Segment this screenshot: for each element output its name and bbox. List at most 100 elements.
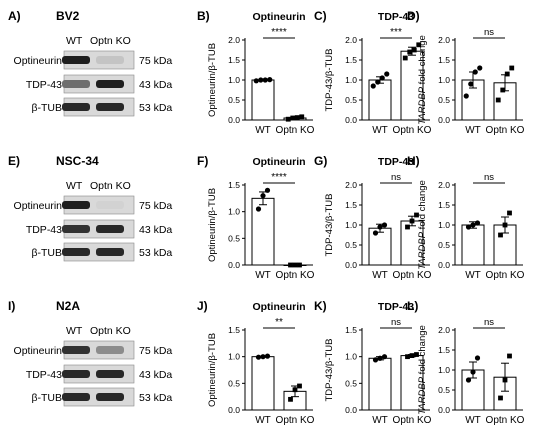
significance-label: *** — [390, 27, 402, 38]
bar-wt — [368, 227, 392, 266]
y-tick-label: 1.0 — [228, 207, 240, 217]
data-point-optn-ko — [288, 262, 293, 268]
y-tick-label: 1.0 — [345, 75, 357, 85]
x-tick-label: Optn KO — [486, 125, 525, 136]
blot-row-3: β-TUB 53 kDa — [31, 242, 172, 262]
blot-band — [62, 201, 90, 209]
blot-panel-n2a: I) N2A WT Optn KO Optineurin 75 kDa TDP-43 43 k… — [8, 299, 172, 407]
bar-wt — [251, 197, 275, 266]
blot-band — [96, 56, 124, 64]
data-point-wt — [255, 206, 262, 212]
chart-title: Optineurin — [252, 156, 305, 168]
blot-band — [62, 225, 90, 233]
data-point-wt — [377, 355, 383, 361]
protein-label: TDP-43 — [26, 369, 62, 381]
data-point-wt — [384, 71, 390, 77]
protein-label: β-TUB — [31, 247, 62, 259]
y-tick-label: 0.5 — [438, 95, 450, 105]
lane-label-ko: Optn KO — [90, 325, 131, 337]
data-point-wt — [255, 354, 262, 360]
data-point-wt — [465, 224, 472, 230]
data-point-optn-ko — [504, 71, 510, 77]
lane-label-wt: WT — [66, 35, 83, 47]
data-point-optn-ko — [502, 222, 508, 228]
y-tick-label: 0.0 — [438, 405, 450, 415]
data-point-optn-ko — [292, 387, 298, 393]
chart-f: F) Optineurin Optineurin/β-TUB 0.0 0.5 1.0 1.5… — [197, 154, 315, 281]
bar-wt — [461, 224, 485, 266]
lane-label-wt: WT — [66, 180, 83, 192]
x-tick-label: Optn KO — [393, 125, 432, 136]
protein-label: Optineurin — [14, 200, 63, 212]
molecular-weight-label: 53 kDa — [139, 247, 172, 259]
data-point-optn-ko — [507, 353, 512, 359]
data-point-optn-ko — [290, 115, 296, 121]
y-tick-label: 0.0 — [345, 405, 357, 415]
molecular-weight-label: 75 kDa — [139, 345, 172, 357]
data-point-wt — [477, 65, 483, 71]
y-tick-label: 0.5 — [228, 378, 240, 388]
blot-row-2: TDP-43 43 kDa — [26, 74, 172, 94]
blot-band — [96, 393, 124, 401]
x-tick-label: WT — [255, 125, 271, 136]
data-point-wt — [381, 354, 388, 360]
chart-title: TDP-43 — [378, 156, 414, 168]
panel-letter: H) — [407, 154, 420, 168]
blot-band — [96, 370, 124, 378]
figure-row-2: E) NSC-34 WT Optn KO Optineurin 75 kDa TDP-43 4… — [8, 154, 525, 281]
significance-label: ns — [391, 317, 401, 328]
blot-band — [62, 346, 90, 354]
bar-wt — [368, 357, 392, 411]
cell-line-label: N2A — [56, 299, 80, 313]
blot-band — [62, 248, 90, 256]
panel-letter: F) — [197, 154, 208, 168]
figure-row-1: A) BV2 WT Optn KO Optineurin 75 kDa TDP-43 43 k… — [8, 9, 525, 136]
data-point-wt — [372, 357, 379, 363]
molecular-weight-label: 53 kDa — [139, 392, 172, 404]
x-tick-label: WT — [465, 125, 481, 136]
data-point-wt — [260, 354, 266, 360]
data-point-optn-ko — [416, 42, 422, 48]
data-point-wt — [267, 77, 273, 83]
x-tick-label: WT — [372, 415, 388, 426]
data-point-optn-ko — [297, 262, 302, 268]
y-tick-label: 2.0 — [438, 180, 450, 190]
data-point-wt — [375, 79, 381, 85]
data-point-wt — [470, 222, 476, 228]
y-tick-label: 1.0 — [345, 220, 357, 230]
y-tick-label: 0.5 — [345, 95, 357, 105]
lane-label-ko: Optn KO — [90, 35, 131, 47]
data-point-wt — [370, 83, 376, 89]
data-point-optn-ko — [414, 352, 419, 357]
panel-letter: I) — [8, 299, 15, 313]
y-tick-label: 1.0 — [438, 75, 450, 85]
blot-band — [62, 56, 90, 64]
blot-row-1: Optineurin 75 kDa — [14, 340, 172, 360]
significance-label: ns — [484, 27, 494, 38]
panel-letter: E) — [8, 154, 20, 168]
blot-row-1: Optineurin 75 kDa — [14, 195, 172, 215]
blot-band — [96, 346, 124, 354]
panel-letter: C) — [314, 9, 327, 23]
y-tick-label: 0.0 — [345, 115, 357, 125]
significance-label: ns — [484, 172, 494, 183]
y-tick-label: 1.0 — [438, 365, 450, 375]
molecular-weight-label: 43 kDa — [139, 369, 172, 381]
chart-g: G) TDP-43 TDP-43/β-TUB 0.0 0.5 1.0 1.5 2.0 WT Opt… — [314, 154, 432, 281]
panel-letter: D) — [407, 9, 420, 23]
panel-letter: G) — [314, 154, 327, 168]
lane-label-wt: WT — [66, 325, 83, 337]
data-point-optn-ko — [498, 232, 503, 238]
x-tick-label: WT — [255, 415, 271, 426]
x-tick-label: WT — [372, 125, 388, 136]
data-point-wt — [470, 369, 476, 375]
x-tick-label: WT — [255, 270, 271, 281]
y-axis-label: TARDBP fold change — [417, 35, 428, 125]
x-tick-label: Optn KO — [276, 415, 315, 426]
protein-label: Optineurin — [14, 345, 63, 357]
panel-letter: L) — [407, 299, 418, 313]
chart-b: B) Optineurin Optineurin/β-TUB 0.0 0.5 1.0 1.5… — [197, 9, 315, 136]
y-tick-label: 2.0 — [345, 35, 357, 45]
data-point-optn-ko — [407, 49, 413, 55]
